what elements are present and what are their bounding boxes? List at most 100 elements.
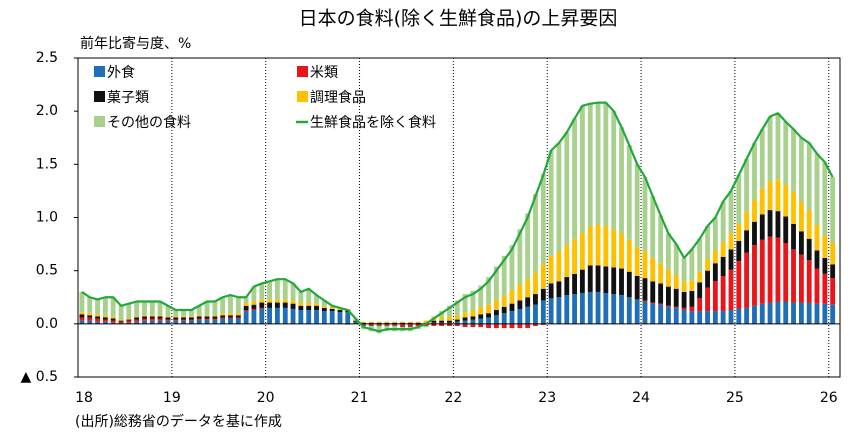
bar — [165, 317, 171, 320]
bar — [126, 320, 132, 323]
bar — [650, 257, 656, 282]
bar — [814, 224, 820, 251]
bar — [149, 315, 155, 317]
bar — [814, 250, 820, 269]
bar — [157, 315, 163, 317]
bar — [611, 229, 617, 268]
bar — [642, 300, 648, 302]
bar — [400, 324, 405, 328]
bar — [697, 271, 703, 283]
bar — [337, 312, 343, 324]
bar — [462, 317, 468, 321]
bar — [775, 179, 781, 212]
bar — [642, 251, 648, 279]
bar — [673, 288, 679, 307]
bar — [798, 137, 804, 202]
bar — [759, 214, 765, 240]
bar — [212, 319, 218, 324]
bar — [274, 302, 280, 308]
bar — [392, 321, 398, 323]
bar — [431, 323, 437, 326]
bar — [282, 279, 288, 300]
bar — [642, 278, 648, 301]
bar — [157, 301, 163, 316]
bar — [165, 319, 171, 321]
bar — [110, 297, 116, 317]
bar — [212, 318, 218, 320]
bar — [650, 196, 656, 258]
bar — [431, 316, 437, 318]
bar — [791, 223, 796, 250]
bar — [759, 303, 765, 324]
bar — [767, 302, 773, 324]
bar — [149, 320, 155, 324]
bar — [736, 174, 742, 224]
bar — [454, 323, 460, 326]
bar — [775, 211, 781, 238]
y-tick-label: 2.0 — [36, 103, 58, 119]
bar — [173, 320, 179, 324]
bar — [486, 304, 491, 314]
bar — [705, 258, 710, 271]
bar — [228, 315, 233, 318]
bar — [384, 323, 390, 325]
bar — [368, 322, 374, 324]
bar — [525, 306, 531, 324]
bar — [619, 295, 624, 324]
bar — [251, 308, 257, 311]
bar — [407, 324, 413, 328]
bar — [806, 210, 812, 239]
bar — [517, 229, 523, 285]
bar — [439, 317, 445, 321]
x-tick-label: 24 — [632, 390, 650, 406]
bar — [579, 269, 585, 293]
bar — [681, 310, 687, 324]
bar — [126, 322, 132, 324]
bar — [595, 291, 601, 324]
bar — [118, 321, 124, 324]
bar — [118, 305, 124, 320]
bar — [689, 280, 695, 291]
bar — [525, 213, 531, 280]
bar — [509, 311, 515, 324]
bar — [384, 324, 390, 326]
bar — [415, 323, 421, 326]
bar — [102, 319, 108, 322]
bar — [126, 318, 132, 320]
bar — [470, 290, 476, 311]
bar — [142, 301, 147, 316]
bar — [564, 245, 570, 278]
x-tick-label: 23 — [538, 390, 556, 406]
legend-swatch — [297, 66, 308, 77]
bar — [548, 150, 554, 256]
bar — [259, 283, 265, 300]
bar — [228, 317, 233, 319]
legend-label: その他の食料 — [107, 114, 191, 131]
bar — [783, 184, 789, 217]
bar — [634, 275, 640, 300]
bar — [533, 304, 538, 324]
bar — [368, 323, 374, 325]
bar — [212, 316, 218, 319]
bar — [517, 284, 523, 301]
bar — [658, 304, 664, 324]
bar — [400, 323, 405, 325]
bar — [329, 311, 335, 324]
bar — [470, 319, 476, 324]
bar — [587, 226, 593, 266]
bar — [282, 299, 288, 303]
bar — [306, 302, 312, 306]
bar — [407, 321, 413, 323]
y-tick-label: 1.0 — [36, 210, 58, 226]
bar — [306, 305, 312, 311]
bar — [173, 319, 179, 321]
bar — [118, 320, 124, 322]
bar — [634, 247, 640, 276]
bar — [666, 286, 671, 306]
bar — [814, 153, 820, 225]
bar — [228, 318, 233, 324]
bar — [744, 307, 750, 324]
bar — [798, 254, 804, 303]
x-tick-label: 26 — [820, 390, 838, 406]
bar — [822, 235, 828, 258]
